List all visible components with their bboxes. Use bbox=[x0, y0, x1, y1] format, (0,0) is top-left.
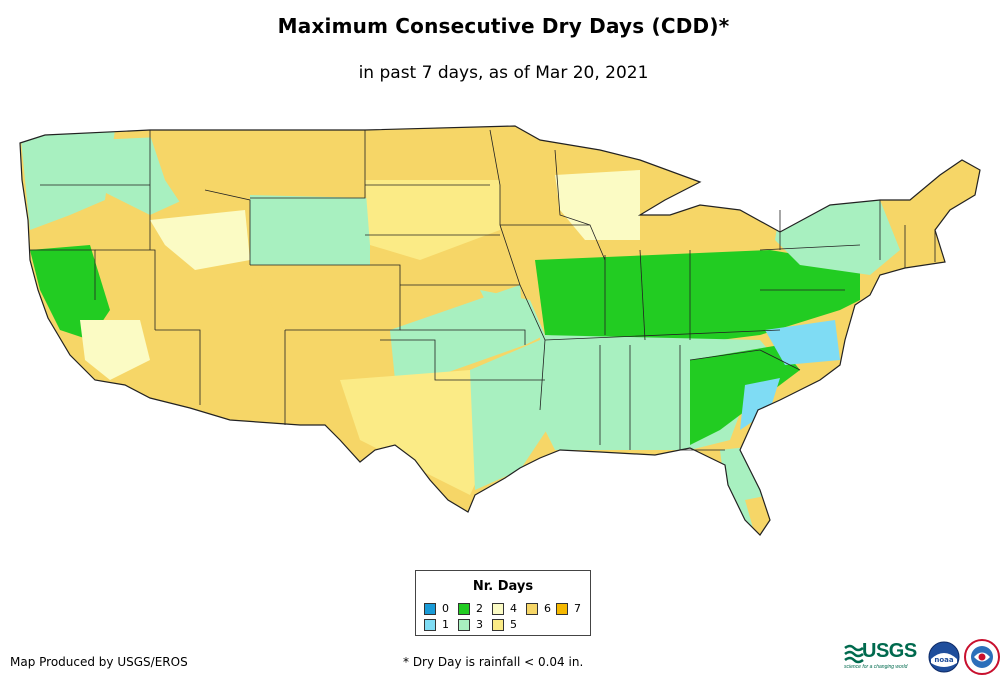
dry-day-footnote: * Dry Day is rainfall < 0.04 in. bbox=[403, 655, 584, 669]
legend-item-6: 6 bbox=[526, 602, 551, 615]
legend-swatch-2 bbox=[458, 602, 470, 615]
region-wyoming bbox=[250, 195, 370, 265]
map-credit: Map Produced by USGS/EROS bbox=[10, 655, 188, 669]
region-california-south bbox=[80, 320, 150, 380]
region-texas-west bbox=[340, 370, 500, 495]
legend-swatch-7 bbox=[556, 602, 568, 615]
legend-item-0: 0 bbox=[424, 602, 449, 615]
legend-swatch-3 bbox=[458, 618, 470, 631]
map-title: Maximum Consecutive Dry Days (CDD)* bbox=[277, 14, 730, 38]
legend-swatch-6 bbox=[526, 602, 538, 615]
region-montana-west bbox=[150, 135, 250, 210]
region-florida-south bbox=[745, 495, 770, 535]
region-plains-north bbox=[365, 180, 500, 260]
noaa-logo-text: noaa bbox=[934, 656, 954, 664]
legend-title: Nr. Days bbox=[472, 579, 534, 594]
region-colorado bbox=[250, 265, 400, 330]
legend-swatch-4 bbox=[492, 602, 504, 615]
legend-label-4: 4 bbox=[510, 602, 517, 615]
agency-logos: USGS science for a changing world noaa bbox=[842, 638, 1002, 678]
region-midwest-wet bbox=[535, 250, 860, 345]
state-boundaries bbox=[30, 129, 936, 451]
region-minnesota-wi bbox=[555, 170, 640, 240]
legend-item-1: 1 bbox=[424, 618, 449, 631]
legend-swatch-5 bbox=[492, 618, 504, 631]
usgs-wave-icon bbox=[844, 644, 864, 664]
legend: Nr. Days 0 1 2 3 4 5 6 7 bbox=[415, 570, 591, 636]
legend-label-6: 6 bbox=[544, 602, 551, 615]
region-pacific-nw bbox=[20, 130, 115, 230]
legend-item-4: 4 bbox=[492, 602, 517, 615]
map-fill-regions bbox=[20, 126, 980, 535]
us-outline bbox=[19, 125, 981, 536]
legend-item-2: 2 bbox=[458, 602, 483, 615]
region-texas-east bbox=[470, 340, 560, 490]
legend-label-3: 3 bbox=[476, 618, 483, 631]
legend-label-2: 2 bbox=[476, 602, 483, 615]
region-california-north bbox=[30, 245, 110, 340]
legend-item-5: 5 bbox=[492, 618, 517, 631]
legend-label-5: 5 bbox=[510, 618, 517, 631]
nws-logo-icon bbox=[964, 639, 1000, 675]
legend-label-7: 7 bbox=[574, 602, 581, 615]
usgs-tagline: science for a changing world bbox=[844, 664, 908, 670]
region-carolina-dry1 bbox=[740, 378, 780, 430]
legend-label-0: 0 bbox=[442, 602, 449, 615]
noaa-logo-icon: noaa bbox=[928, 641, 960, 673]
usgs-logo: USGS bbox=[862, 640, 917, 662]
legend-swatch-1 bbox=[424, 618, 436, 631]
legend-item-7: 7 bbox=[556, 602, 581, 615]
map-subtitle: in past 7 days, as of Mar 20, 2021 bbox=[358, 63, 649, 83]
legend-label-1: 1 bbox=[442, 618, 449, 631]
legend-item-3: 3 bbox=[458, 618, 483, 631]
region-northeast bbox=[775, 200, 900, 275]
region-great-basin bbox=[150, 210, 250, 270]
legend-swatch-0 bbox=[424, 602, 436, 615]
region-maine bbox=[880, 160, 975, 215]
region-virginia-dry1 bbox=[765, 320, 840, 365]
